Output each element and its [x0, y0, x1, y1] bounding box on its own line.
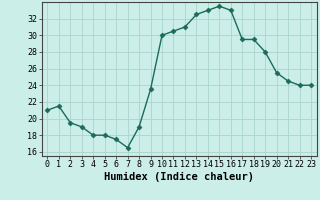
X-axis label: Humidex (Indice chaleur): Humidex (Indice chaleur) [104, 172, 254, 182]
